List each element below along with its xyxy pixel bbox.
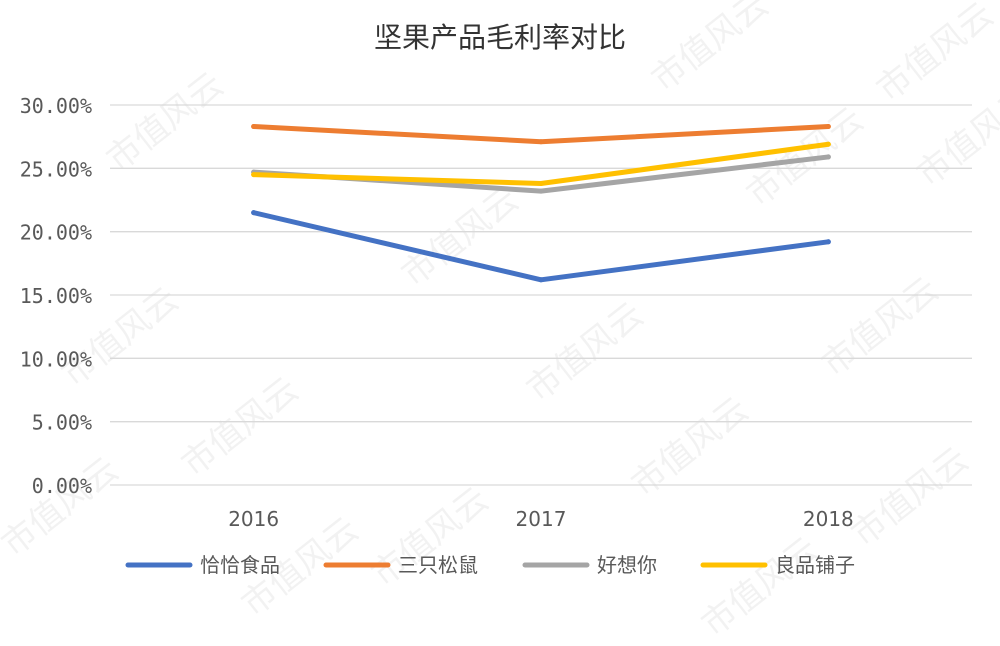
x-tick-label: 2017 <box>516 507 567 531</box>
y-tick-label: 5.00% <box>32 411 92 435</box>
y-tick-label: 15.00% <box>20 284 92 308</box>
y-tick-label: 10.00% <box>20 347 92 371</box>
data-point <box>825 141 831 147</box>
legend-label: 恰恰食品 <box>200 553 280 577</box>
data-point <box>825 124 831 130</box>
data-point <box>251 210 257 216</box>
y-tick-label: 0.00% <box>32 474 92 498</box>
y-tick-label: 25.00% <box>20 157 92 181</box>
data-point <box>538 181 544 187</box>
x-tick-label: 2016 <box>228 507 279 531</box>
legend-label: 三只松鼠 <box>398 553 478 577</box>
data-point <box>538 139 544 145</box>
y-tick-label: 20.00% <box>20 221 92 245</box>
chart-title: 坚果产品毛利率对比 <box>374 21 626 54</box>
data-point <box>251 172 257 178</box>
legend: 恰恰食品 三只松鼠 好想你 良品铺子 <box>125 553 855 577</box>
data-point <box>825 239 831 245</box>
series-line <box>251 141 831 187</box>
series-line <box>251 210 831 283</box>
data-point <box>538 277 544 283</box>
data-point <box>538 188 544 194</box>
line-chart: 坚果产品毛利率对比 0.00% 5.00% 10.00% 15.00% 20.00% 25… <box>20 21 972 577</box>
data-point <box>251 124 257 130</box>
y-tick-label: 30.00% <box>20 94 92 118</box>
legend-label: 良品铺子 <box>775 553 855 577</box>
x-axis: 2016 2017 2018 <box>228 507 854 531</box>
y-axis: 0.00% 5.00% 10.00% 15.00% 20.00% 25.00% 30.00% <box>20 94 92 498</box>
series-lines <box>251 124 831 283</box>
data-point <box>825 154 831 160</box>
legend-label: 好想你 <box>597 553 657 577</box>
x-tick-label: 2018 <box>803 507 854 531</box>
gridlines <box>110 104 972 486</box>
